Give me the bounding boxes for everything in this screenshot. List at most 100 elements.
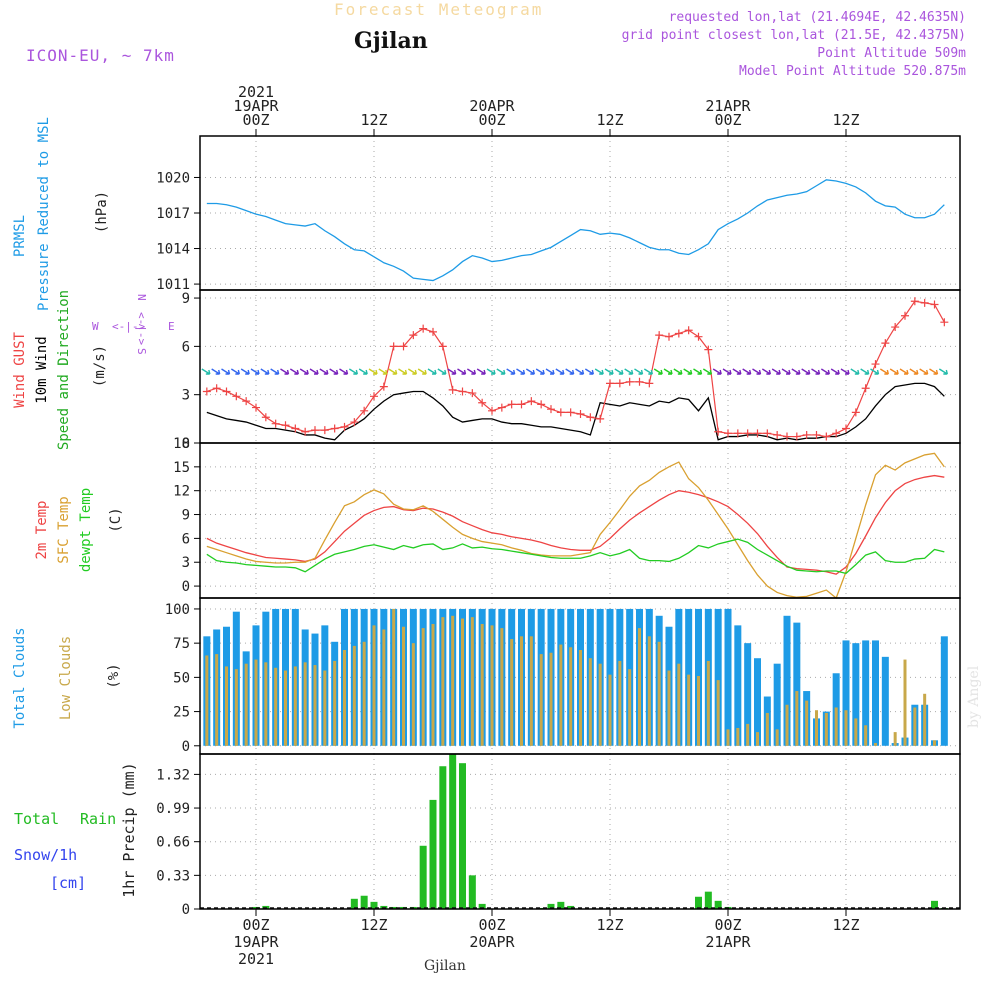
wind-direction-arrow	[496, 368, 506, 375]
low-clouds-bar	[352, 645, 356, 746]
low-clouds-bar	[470, 617, 474, 746]
grid-point-location: grid point closest lon,lat (21.5E, 42.43…	[621, 28, 966, 43]
y-tick-label: 3	[182, 555, 190, 571]
wind-gust-marker	[438, 342, 447, 351]
rain-bar	[429, 799, 437, 909]
compass-west: W	[92, 320, 99, 333]
requested-location: requested lon,lat (21.4694E, 42.4635N)	[668, 10, 966, 25]
y-tick-label: 3	[182, 388, 190, 404]
y-tick-label: 9	[182, 508, 190, 524]
wind-direction-arrow	[201, 368, 211, 375]
bottom-time-label: 12Z	[832, 916, 859, 934]
wind-direction-arrow	[417, 368, 427, 375]
low-clouds-bar	[372, 625, 376, 746]
wind-gust-marker	[212, 384, 221, 393]
low-clouds-bar	[677, 663, 681, 746]
low-clouds-bar	[598, 663, 602, 746]
total-clouds-bar	[793, 622, 801, 746]
rain-bar	[390, 906, 398, 909]
wind-direction-arrow	[270, 368, 280, 375]
precip-rain-label: Rain	[80, 810, 116, 828]
wind-gust-marker	[222, 387, 231, 396]
wind-direction-arrow	[289, 368, 300, 375]
wind-gust-marker	[517, 400, 526, 409]
top-time-label: 21APR	[705, 97, 751, 115]
low-clouds-bar	[480, 624, 484, 746]
total-clouds-label: Total Clouds	[12, 627, 28, 728]
total-clouds-bar	[852, 643, 860, 746]
wind-direction-arrow	[447, 368, 457, 375]
page-title: Gjilan	[354, 28, 428, 54]
wind-direction-arrow	[624, 368, 634, 375]
wind-gust-marker	[556, 408, 565, 417]
wind-gust-marker	[527, 397, 536, 406]
wind-direction-arrow	[230, 368, 241, 375]
model-label: ICON-EU, ~ 7km	[26, 46, 175, 65]
wind-direction-arrow	[368, 368, 378, 375]
wind-direction-arrow	[545, 368, 555, 375]
wind-direction-arrow	[712, 368, 722, 375]
top-time-label: 19APR	[233, 97, 279, 115]
wind-direction-arrow	[594, 368, 604, 375]
rain-bar	[714, 900, 722, 909]
wind-direction-arrow	[221, 368, 231, 375]
low-clouds-bar	[726, 729, 730, 746]
top-time-label: 00Z	[242, 111, 269, 129]
wind-gust-marker	[645, 379, 654, 388]
wind-direction-arrow	[476, 368, 486, 375]
wind-gust-marker	[861, 384, 870, 393]
wind-gust-marker	[753, 429, 762, 438]
wind-direction-arrow	[260, 368, 270, 375]
bottom-time-label: 00Z	[478, 916, 505, 934]
wind-10m-label: 10m Wind	[34, 336, 50, 403]
low-clouds-bar	[510, 639, 514, 746]
wind-direction-arrow	[791, 368, 801, 375]
bottom-time-label: 00Z	[242, 916, 269, 934]
low-clouds-bar	[264, 662, 268, 746]
low-clouds-bar	[234, 669, 238, 746]
wind-gust-marker	[743, 429, 752, 438]
wind-direction-arrow	[378, 368, 388, 375]
low-clouds-bar	[441, 617, 445, 746]
y-tick-label: 100	[165, 602, 190, 618]
wind-direction-arrow	[683, 368, 693, 375]
y-tick-label: 12	[173, 484, 190, 500]
total-clouds-bar	[881, 656, 889, 746]
compass-arrows-vertical: <-|->	[135, 312, 148, 345]
top-time-label: 12Z	[360, 111, 387, 129]
wind-gust-marker	[704, 345, 713, 354]
rain-bar	[567, 905, 575, 909]
wind-direction-arrow	[339, 368, 349, 375]
wind-direction-arrow	[929, 368, 939, 375]
pressure-unit-label: (hPa)	[94, 191, 110, 233]
low-clouds-bar	[873, 743, 877, 746]
footer-location: Gjilan	[424, 958, 466, 974]
y-tick-label: 0.99	[156, 801, 190, 817]
wind-direction-arrow	[702, 368, 713, 375]
compass-east: E	[168, 320, 175, 333]
wind-gust-label: Wind GUST	[12, 332, 28, 408]
wind-gust-marker	[350, 418, 359, 427]
temp-unit-label: (C)	[108, 507, 124, 532]
bottom-time-label: 20APR	[469, 933, 515, 951]
low-clouds-bar	[628, 669, 632, 746]
y-tick-label: 1020	[156, 170, 190, 186]
wind-direction-arrow	[250, 368, 260, 375]
wind-direction-arrow	[663, 368, 673, 375]
wind-gust-marker	[399, 342, 408, 351]
wind-gust-marker	[920, 298, 929, 307]
wind-gust-marker	[664, 332, 673, 341]
y-tick-label: 1011	[156, 277, 190, 293]
total-clouds-bar	[940, 636, 948, 746]
wind-gust-marker	[419, 324, 428, 333]
wind-direction-arrow	[801, 368, 811, 375]
low-clouds-bar	[500, 628, 504, 746]
total-clouds-bar	[744, 643, 752, 746]
y-tick-label: 0	[182, 902, 190, 918]
low-clouds-bar	[313, 665, 317, 746]
low-clouds-bar	[342, 650, 346, 746]
low-clouds-bar	[451, 615, 455, 746]
low-clouds-bar	[647, 636, 651, 746]
wind-direction-arrow	[555, 368, 565, 375]
low-clouds-bar	[323, 670, 327, 746]
